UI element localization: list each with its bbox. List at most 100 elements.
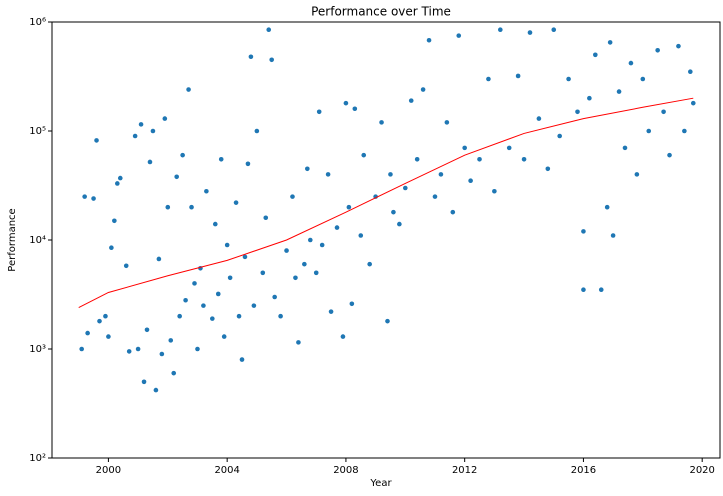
data-point: [272, 294, 277, 300]
data-point: [218, 157, 224, 162]
data-point: [385, 318, 390, 324]
data-point: [221, 334, 227, 339]
data-point: [132, 133, 138, 139]
data-point: [248, 54, 254, 60]
x-tick-label: 2000: [96, 465, 121, 476]
data-point: [557, 133, 562, 139]
y-tick-label: 10⁵: [29, 126, 46, 137]
data-point: [340, 334, 346, 339]
data-point: [388, 172, 393, 177]
data-point: [147, 159, 153, 165]
data-point: [305, 166, 310, 172]
data-point: [144, 327, 150, 333]
data-point: [634, 172, 640, 177]
data-point: [587, 95, 592, 101]
data-point: [135, 346, 141, 352]
data-point: [82, 194, 87, 199]
data-point: [266, 27, 272, 32]
trend-line: [78, 97, 694, 309]
data-point: [112, 218, 117, 224]
data-point: [141, 379, 147, 385]
data-point: [319, 242, 325, 248]
y-tick-label: 10⁶: [29, 17, 46, 28]
data-point: [616, 89, 622, 94]
data-point: [85, 330, 90, 336]
chart-title: Performance over Time: [311, 5, 451, 19]
data-point: [138, 122, 144, 127]
plot-frame: [51, 21, 721, 459]
data-point: [159, 351, 165, 357]
data-point: [521, 157, 527, 162]
data-point: [391, 209, 396, 215]
data-point: [575, 109, 580, 115]
data-point: [192, 281, 197, 286]
data-point: [233, 200, 239, 205]
data-point: [278, 313, 283, 319]
data-point: [302, 261, 307, 267]
data-point: [79, 346, 84, 352]
data-point: [593, 52, 598, 58]
data-point: [426, 37, 432, 43]
data-point: [581, 287, 586, 292]
data-point: [622, 145, 628, 151]
data-point: [628, 60, 634, 66]
x-tick-label: 2008: [333, 465, 358, 476]
data-point: [661, 109, 666, 115]
data-point: [210, 316, 215, 321]
x-tick-label: 2020: [689, 465, 714, 476]
data-point: [655, 48, 660, 53]
data-point: [450, 209, 456, 215]
data-point: [334, 225, 340, 230]
data-point: [607, 40, 613, 45]
data-point: [239, 357, 245, 362]
data-point: [236, 313, 242, 319]
x-axis-label: Year: [369, 478, 392, 489]
data-point: [527, 30, 533, 35]
data-point: [183, 297, 188, 303]
data-point: [462, 145, 467, 151]
data-point: [346, 204, 352, 210]
data-point: [581, 229, 586, 234]
data-point: [438, 172, 444, 177]
data-point: [598, 287, 604, 292]
data-point: [254, 128, 260, 134]
data-point: [153, 387, 159, 393]
data-point: [551, 27, 557, 32]
data-point: [604, 204, 610, 210]
data-point: [379, 120, 384, 125]
data-point: [165, 204, 171, 210]
data-point: [227, 275, 233, 281]
data-point: [420, 87, 426, 92]
data-point: [284, 248, 289, 253]
data-point: [506, 145, 512, 151]
data-point: [245, 161, 251, 167]
data-point: [667, 152, 672, 158]
data-point: [402, 185, 408, 191]
data-point: [180, 152, 185, 158]
data-point: [682, 128, 687, 134]
data-point: [201, 303, 206, 308]
data-point: [251, 303, 257, 308]
data-point: [204, 188, 209, 194]
data-point: [168, 338, 174, 343]
data-point: [325, 172, 331, 177]
data-point: [109, 245, 114, 250]
data-point: [676, 43, 681, 49]
y-tick-label: 10²: [29, 453, 46, 464]
data-point: [115, 181, 120, 186]
data-point: [545, 166, 551, 172]
data-point: [408, 98, 414, 103]
data-point: [690, 100, 696, 106]
data-point: [456, 33, 462, 38]
data-point: [215, 291, 221, 297]
data-point: [290, 194, 295, 199]
data-point: [566, 76, 571, 82]
y-tick-label: 10³: [29, 344, 46, 355]
data-point: [477, 157, 482, 162]
data-point: [224, 242, 230, 248]
data-point: [492, 188, 497, 194]
data-point: [352, 106, 358, 112]
y-axis-label: Performance: [7, 208, 18, 271]
data-point: [361, 152, 367, 158]
